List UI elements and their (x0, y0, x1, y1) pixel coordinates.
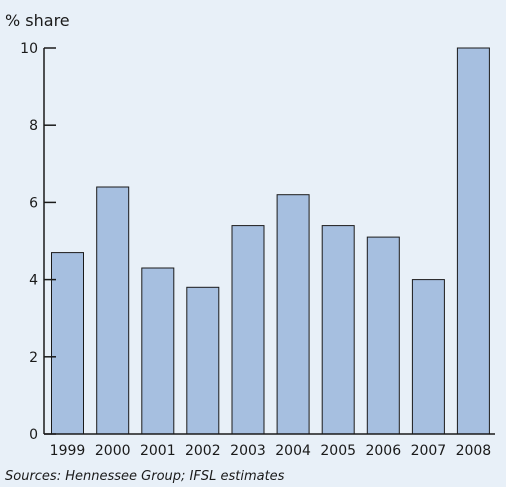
x-ticks-group: 1999 2000 2001 2002 2003 2004 2005 2006 2007 2008 (50, 443, 492, 459)
x-tick-label: 2004 (275, 443, 311, 459)
bar-2002 (186, 286, 220, 435)
y-tick-label: 2 (29, 350, 38, 366)
x-tick-label: 2007 (411, 443, 447, 459)
bar-2004 (276, 194, 310, 435)
y-tick-label: 10 (20, 41, 38, 57)
y-axis-label: % share (5, 11, 70, 30)
x-tick-label: 2001 (140, 443, 176, 459)
x-tick-label: 2003 (230, 443, 266, 459)
x-tick-label: 2006 (365, 443, 401, 459)
bars-group (51, 47, 490, 435)
bar-2005 (321, 225, 355, 435)
bar-2003 (231, 225, 265, 435)
x-tick-label: 1999 (50, 443, 86, 459)
bar-1999 (51, 252, 84, 435)
bar-2001 (141, 267, 175, 435)
source-note: Sources: Hennessee Group; IFSL estimates (5, 469, 285, 484)
bar-2007 (411, 279, 445, 435)
x-tick-label: 2002 (185, 443, 221, 459)
x-tick-label: 2008 (456, 443, 492, 459)
x-tick-label: 2000 (95, 443, 131, 459)
bar-2006 (366, 236, 400, 435)
bar-2000 (96, 186, 130, 435)
y-tick-label: 8 (29, 118, 38, 134)
x-tick-label: 2005 (320, 443, 356, 459)
y-tick-label: 0 (29, 427, 38, 443)
y-tick-label: 6 (29, 195, 38, 211)
y-tick-label: 4 (29, 273, 38, 289)
bar-2008 (456, 47, 490, 435)
